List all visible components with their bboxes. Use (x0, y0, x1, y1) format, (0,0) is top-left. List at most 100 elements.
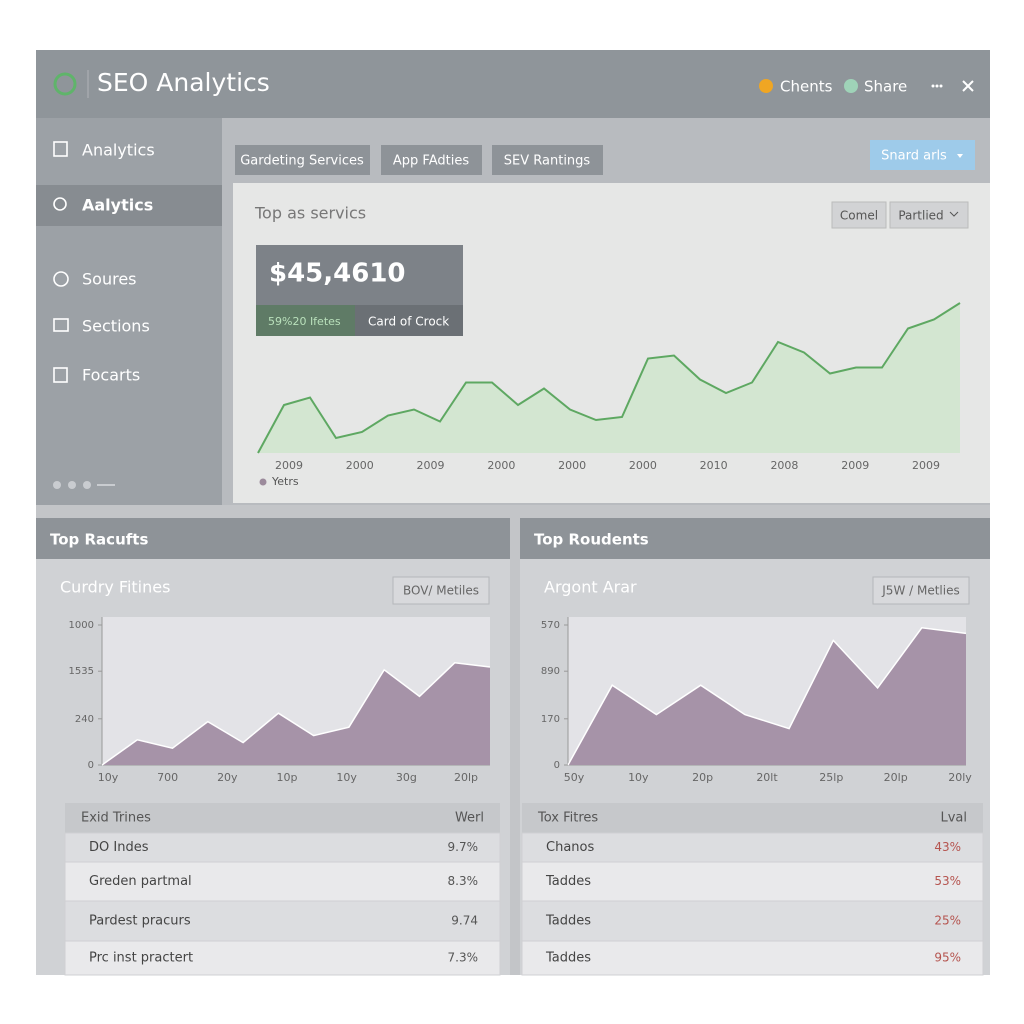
table-row (521, 861, 984, 902)
legend-label: Yetrs (271, 475, 299, 488)
sidebar-item[interactable]: Analytics (82, 141, 155, 160)
sidebar-item[interactable]: Sections (82, 317, 150, 336)
table-cell: 25% (934, 914, 961, 928)
tab-label: Gardeting Services (240, 154, 364, 169)
action-button[interactable] (870, 140, 975, 170)
share-button[interactable]: Share (864, 78, 907, 96)
table-row (521, 832, 984, 863)
button-label: BOV/ Metiles (403, 584, 479, 598)
app-title: SEO Analytics (97, 68, 270, 97)
x-tick-label: 20p (692, 771, 713, 784)
x-tick-label: 2000 (346, 459, 374, 472)
table-header-cell: Tox Fitres (537, 811, 598, 826)
y-tick-label: 240 (75, 714, 94, 725)
x-tick-label: 20lp (884, 771, 908, 784)
x-tick-label: 2010 (700, 459, 728, 472)
table-cell: 9.7% (448, 840, 479, 854)
x-tick-label: 2009 (417, 459, 445, 472)
table-row (521, 940, 984, 976)
x-tick-label: 20lp (454, 771, 478, 784)
table-cell: Taddes (545, 951, 591, 966)
clients-button[interactable]: Chents (780, 78, 833, 96)
close-button[interactable] (962, 80, 974, 92)
table-cell: DO Indes (89, 840, 149, 855)
tab-label: SEV Rantings (504, 154, 591, 169)
tab-label: App FAdties (393, 154, 469, 169)
area-fill (258, 303, 960, 453)
clients-dot (759, 79, 773, 93)
table-cell: 9.74 (451, 914, 478, 928)
table-cell: 8.3% (448, 874, 479, 888)
y-tick-label: 0 (88, 760, 94, 771)
y-tick-label: 0 (554, 760, 560, 771)
tab[interactable] (381, 145, 482, 175)
chevron (949, 211, 959, 217)
y-tick-label: 570 (541, 620, 560, 631)
kpi-sub: 59%20 Ifetes (268, 315, 341, 328)
table-cell: 7.3% (448, 951, 479, 965)
y-tick-label: 1535 (69, 666, 94, 677)
sidebar-item[interactable]: Aalytics (82, 196, 153, 215)
sidebar-active (36, 185, 222, 226)
legend-swatch (259, 478, 267, 486)
line (101, 662, 491, 766)
table-cell: Chanos (546, 840, 594, 855)
action-label: Snard arls (881, 149, 947, 164)
chart-card (233, 183, 990, 503)
area-fill (102, 662, 490, 765)
button[interactable] (872, 576, 970, 605)
table-header (522, 803, 983, 833)
table-header-cell: Lval (940, 811, 967, 826)
y-tick-label: 890 (541, 666, 560, 677)
table-cell: Greden partmal (89, 874, 192, 889)
x-tick-label: 2000 (558, 459, 586, 472)
line (567, 627, 967, 766)
panel-header (36, 518, 510, 559)
table-header-cell: Exid Trines (81, 811, 151, 826)
y-tick-label: 170 (541, 714, 560, 725)
button[interactable] (831, 201, 887, 229)
x-tick-label: 20lt (756, 771, 778, 784)
x-tick-label: 700 (157, 771, 178, 784)
button-label: Comel (840, 209, 878, 223)
x-tick-label: 2000 (487, 459, 515, 472)
button[interactable] (392, 576, 490, 605)
sidebar (36, 118, 222, 505)
x-tick-label: 50y (564, 771, 585, 784)
panel-title: Top Roudents (534, 531, 649, 549)
table-cell: 53% (934, 874, 961, 888)
pager (53, 481, 115, 489)
more-button[interactable] (931, 84, 943, 88)
caret (957, 154, 963, 158)
tab[interactable] (492, 145, 603, 175)
table-header-cell: Werl (455, 811, 484, 826)
table-header (65, 803, 500, 833)
panel-subtitle: Curdry Fitines (60, 578, 170, 597)
logo (53, 72, 77, 96)
x-tick-label: 2009 (841, 459, 869, 472)
sidebar-item[interactable]: Soures (82, 270, 137, 289)
x-tick-label: 20ly (948, 771, 972, 784)
header-bar (36, 50, 990, 118)
table-cell: Prc inst practert (89, 951, 193, 966)
x-tick-label: 2000 (629, 459, 657, 472)
y-tick-label: 1000 (69, 620, 94, 631)
sidebar-item[interactable]: Focarts (82, 366, 140, 385)
panel-title: Top Racufts (50, 531, 148, 549)
table-cell: Pardest pracurs (89, 914, 191, 929)
x-tick-label: 10y (336, 771, 357, 784)
line (257, 302, 961, 454)
tab[interactable] (235, 145, 370, 175)
kpi-sub: Card of Crock (368, 315, 449, 329)
x-tick-label: 2009 (275, 459, 303, 472)
x-tick-label: 2008 (770, 459, 798, 472)
table-row (64, 940, 501, 976)
table-cell: 95% (934, 951, 961, 965)
x-tick-label: 30g (396, 771, 417, 784)
share-dot (844, 79, 858, 93)
x-tick-label: 25lp (819, 771, 843, 784)
table-cell: 43% (934, 840, 961, 854)
area-fill (568, 627, 966, 765)
x-tick-label: 10p (277, 771, 298, 784)
